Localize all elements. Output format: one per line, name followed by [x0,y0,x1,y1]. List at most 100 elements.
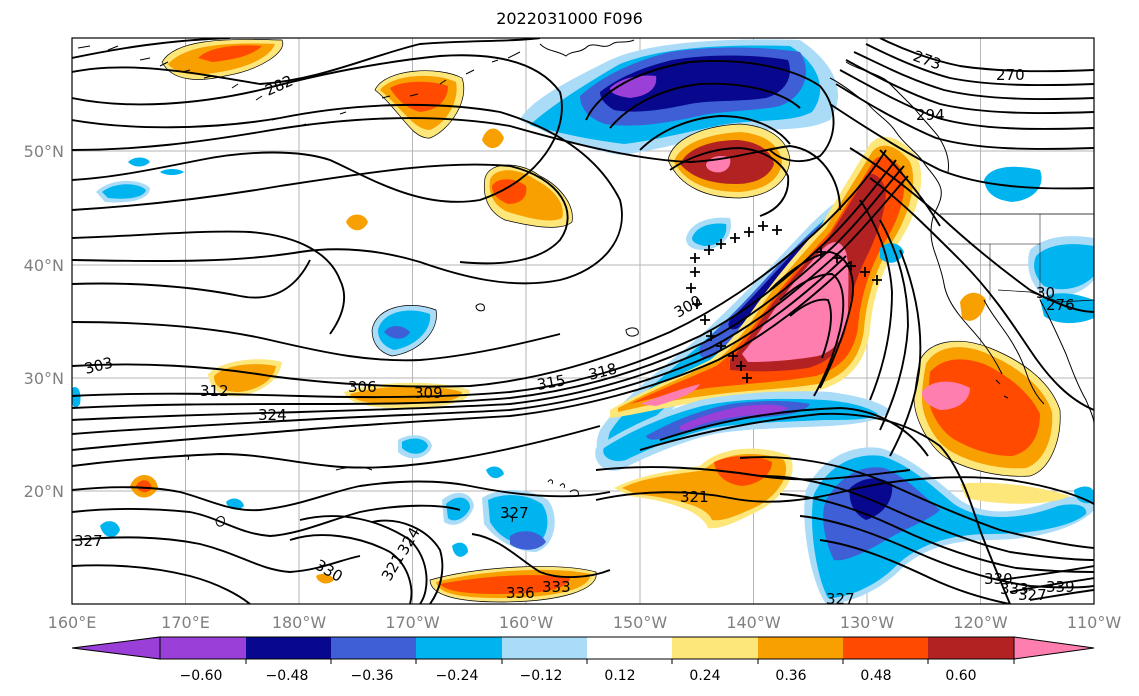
shading-patch [440,575,570,594]
contour-line [799,515,1094,589]
shading-patch [600,55,790,112]
lon-tick-label: 110°W [1067,613,1122,632]
contour-label: 315 [536,371,567,394]
contour-line [299,515,428,604]
shading-patch [492,179,527,204]
shading-patch [350,386,462,404]
outline [913,340,1061,477]
contour-line [889,249,922,457]
colorbar-tick-label: −0.60 [180,668,223,684]
contour-label: 294 [916,106,945,124]
lat-tick-labels: 20°N 30°N 40°N 50°N [24,142,64,501]
contour-label: 324 [258,406,287,424]
colorbar-ticks [245,659,1015,664]
colorbar-extend-low [71,636,161,660]
coastline-alaska [539,39,635,57]
contour-line [739,456,1094,549]
shading-patch [102,184,146,199]
lon-tick-labels: 160°E 170°E 180°W 170°W 160°W 150°W 140°… [48,613,1122,632]
shading-patch [346,214,368,231]
contour-line [845,59,1094,114]
contour-line [72,175,909,421]
lon-tick-label: 130°W [840,613,895,632]
colorbar-tick-label: 0.36 [775,668,806,684]
contour-line [371,519,444,604]
contour-line [879,219,909,431]
plus-marker [716,239,726,249]
outline [374,70,465,139]
plus-marker [730,233,740,243]
contour-line [585,60,835,163]
contour-line [879,38,1094,73]
shading-patch [510,531,546,550]
shading-patch [984,166,1042,202]
island [625,327,639,337]
outline [483,164,573,228]
contour-line [72,425,601,469]
colorbar-tick-label: 0.60 [945,668,976,684]
contour-line [789,298,832,359]
outline [429,566,597,603]
coastline-baja [983,299,1045,405]
contour-line [72,103,623,285]
contour-line [853,51,1094,100]
contour-line [819,539,1011,604]
shading-patch [679,404,788,431]
colorbar-bin [160,637,246,659]
colorbar-bin [416,637,502,659]
shading-patch [100,521,120,538]
contour-label: 321 [680,488,709,506]
colorbar-tick-label: −0.48 [266,668,309,684]
contour-label: 336 [506,584,535,602]
colorbar-tick-label: 0.24 [689,668,720,684]
lon-tick-label: 160°E [48,613,97,632]
shading-patch [640,384,700,406]
contour-line [72,255,847,435]
plus-marker [700,315,710,325]
contour-line [72,259,311,299]
outline [161,39,284,80]
contour-label: 309 [414,384,443,402]
contour-line [609,82,801,129]
shading-patch [316,573,334,584]
contour-line [869,177,1094,411]
shading-patch [486,466,504,479]
contour-line [829,103,1094,190]
colorbar-bin [587,637,672,659]
contour-line [835,83,1094,150]
outline [371,305,437,357]
colorbar-bin [758,637,843,659]
contour-label: 30 [1036,284,1055,302]
shading-patch [128,157,150,167]
plus-marker [772,225,782,235]
contour-line [72,321,561,362]
colorbar-bin [672,637,758,659]
contour-line [289,534,413,604]
contour-line [72,261,851,451]
lon-tick-label: 140°W [726,613,781,632]
contour-line [72,480,611,512]
contour-label: 333 [542,578,571,596]
contour-line [999,565,1094,581]
lon-tick-label: 120°W [953,613,1008,632]
colorbar-bin [928,637,1014,659]
contour-line [72,38,541,85]
shading-patch [384,326,410,339]
shading-patch [960,482,1070,504]
lat-tick-label: 40°N [24,256,64,275]
shading-patch [742,242,849,362]
hawaii [547,479,579,497]
contour-label: 312 [200,382,229,400]
contour-line [72,165,905,409]
lon-tick-label: 160°W [499,613,554,632]
contour-line [669,147,790,217]
island [503,515,513,523]
contour-line [72,230,346,335]
contour-line [659,407,929,457]
contour-label: 333 [1000,580,1029,598]
contour-line [471,533,611,579]
lat-tick-label: 50°N [24,142,64,161]
plus-marker [736,361,746,371]
plus-marker [686,283,696,293]
plus-marker [744,227,754,237]
